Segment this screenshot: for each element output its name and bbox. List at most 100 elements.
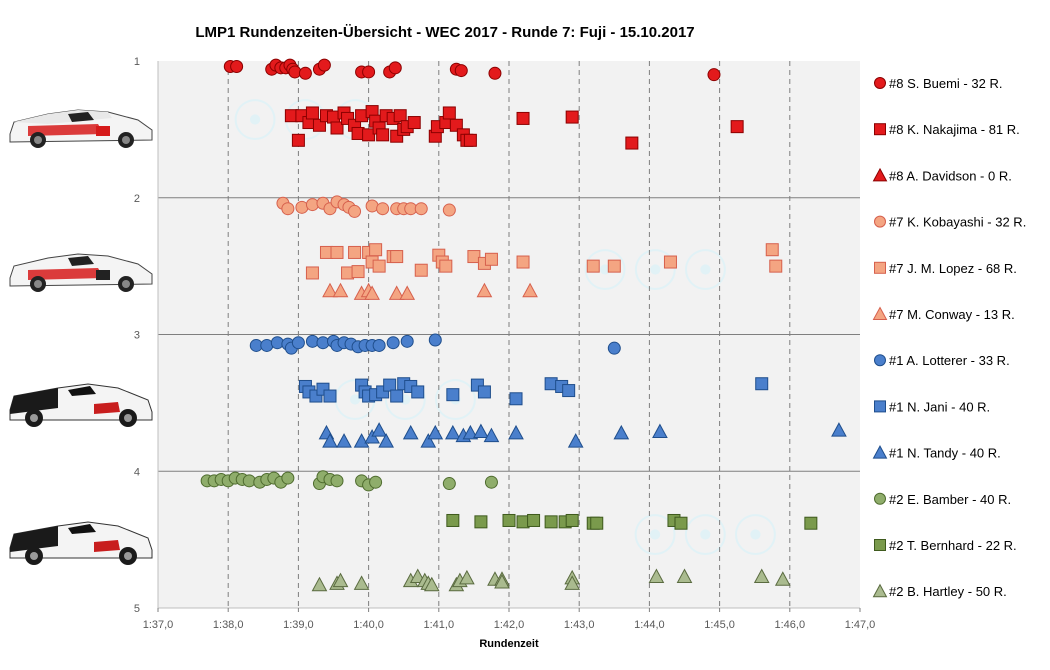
legend-marker [874,492,886,505]
y-tick-label: 4 [134,466,140,478]
data-point [298,66,312,80]
legend-item: #8 K. Nakajima - 81 R. [874,122,1020,137]
data-point [755,377,769,391]
y-tick-label: 2 [134,193,140,205]
data-point [516,255,530,269]
data-point [348,204,362,218]
data-point [607,341,621,355]
legend-item: #2 E. Bamber - 40 R. [874,492,1011,507]
data-point [477,385,491,399]
series-9-points [200,470,498,492]
data-point [774,571,791,586]
data-point [393,109,407,123]
data-point [446,513,460,527]
car-images [9,109,153,565]
legend-label: #2 T. Bernhard - 22 R. [889,538,1017,553]
x-tick-label: 1:41,0 [424,619,455,631]
data-point [652,423,668,439]
data-point [305,106,319,120]
series-7-points [298,377,769,406]
legend-label: #8 K. Nakajima - 81 R. [889,122,1020,137]
data-point [281,471,295,485]
data-point [388,285,405,300]
data-point [769,259,783,273]
car-2-image [9,521,153,565]
data-point [565,513,579,527]
legend-marker [874,354,886,367]
legend-item: #8 S. Buemi - 32 R. [874,76,1002,91]
data-point [562,384,576,398]
data-point [753,568,770,583]
data-point [332,572,349,588]
data-point [442,203,456,217]
data-point [372,259,386,273]
data-point [323,389,337,403]
series-11-points [311,568,791,592]
series-3-points [276,195,456,218]
x-tick-label: 1:39,0 [283,619,314,631]
legend-item: #7 K. Kobayashi - 32 R. [874,215,1026,230]
x-tick-label: 1:44,0 [634,619,665,631]
data-point [467,250,481,264]
data-point [322,433,338,448]
data-point [372,338,386,352]
watermark-logo: ☉☉☉ [580,239,731,304]
legend-marker [872,583,888,598]
legend-label: #2 E. Bamber - 40 R. [889,492,1011,507]
watermark-logo: ☉☉☉ [630,504,781,569]
data-point [336,433,352,448]
data-point [423,576,440,592]
legend-marker [872,306,888,321]
car-1-image [9,383,153,427]
data-point [454,64,468,78]
legend-item: #8 A. Davidson - 0 R. [872,167,1012,183]
data-point [364,285,380,300]
data-point [476,282,493,298]
data-point [330,474,344,488]
data-point [459,569,475,585]
legend-marker [874,123,886,136]
y-tick-label: 1 [134,56,140,68]
data-point [411,385,425,399]
car-8-image [9,109,153,148]
data-point [488,66,502,80]
data-point [483,427,500,443]
x-tick-label: 1:42,0 [494,619,525,631]
data-point [332,282,349,298]
x-tick-label: 1:37,0 [143,619,174,631]
legend-label: #1 N. Jani - 40 R. [889,399,990,414]
data-point [305,266,319,280]
data-point [369,475,383,489]
data-point [281,202,295,216]
watermark-group: ☉☉☉ ☉☉☉ ☉☉☉ ☉☉☉ [230,89,781,569]
data-point [439,259,453,273]
x-tick-label: 1:46,0 [775,619,806,631]
data-point [648,568,665,583]
chart-title: LMP1 Rundenzeiten-Übersicht - WEC 2017 -… [195,24,694,41]
legend-label: #8 A. Davidson - 0 R. [889,168,1012,183]
data-point [516,111,530,125]
car-7-image [9,253,153,292]
data-point [414,202,428,216]
legend-label: #1 N. Tandy - 40 R. [889,446,1001,461]
data-point [442,477,456,491]
data-point [390,389,404,403]
legend-item: #1 N. Tandy - 40 R. [872,445,1001,461]
data-point [449,118,463,132]
data-point [544,515,558,529]
legend-item: #2 B. Hartley - 50 R. [872,583,1007,599]
data-point [707,68,721,82]
x-axis-label: Rundenzeit [479,638,539,650]
legend-marker [874,539,886,551]
data-point [378,433,394,448]
data-point [291,133,305,147]
legend-label: #1 A. Lotterer - 33 R. [889,353,1010,368]
data-point [502,513,516,527]
data-point [428,333,442,347]
data-point [388,61,402,75]
legend: #8 S. Buemi - 32 R. #8 K. Nakajima - 81 R… [872,76,1026,599]
x-tick-label: 1:45,0 [704,619,735,631]
series-6-points [249,333,621,355]
legend-label: #7 M. Conway - 13 R. [889,307,1015,322]
